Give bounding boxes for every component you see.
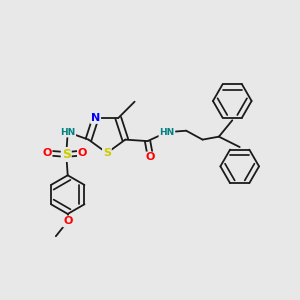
Text: O: O — [42, 148, 52, 158]
Text: HN: HN — [60, 128, 75, 137]
Text: N: N — [91, 113, 100, 123]
Text: O: O — [146, 152, 155, 163]
Text: O: O — [78, 148, 87, 158]
Text: O: O — [63, 216, 72, 226]
Text: HN: HN — [159, 128, 175, 137]
Text: S: S — [103, 148, 111, 158]
Text: S: S — [62, 148, 71, 161]
